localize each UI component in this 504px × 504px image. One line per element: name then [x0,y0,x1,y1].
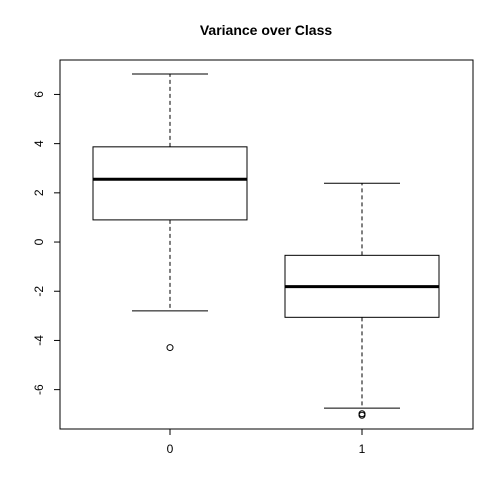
y-tick-label: -2 [32,286,46,297]
plot-frame [59,59,474,430]
outlier-point [166,344,174,352]
x-tick-label: 1 [359,442,366,456]
y-tick-label: -4 [32,335,46,346]
box-group-0 [92,73,248,352]
box-group-1 [284,182,440,419]
y-tick-label: 6 [32,91,46,98]
boxes [92,73,440,419]
box-iqr [92,146,248,221]
y-axis: -6 -4 -2 0 2 4 6 [32,91,60,395]
y-tick-label: 0 [32,238,46,245]
y-tick-label: -6 [32,384,46,395]
x-tick-label: 0 [167,442,174,456]
y-tick-label: 4 [32,140,46,147]
outlier-point [358,411,366,419]
chart-title: Variance over Class [200,22,333,38]
y-tick-label: 2 [32,189,46,196]
